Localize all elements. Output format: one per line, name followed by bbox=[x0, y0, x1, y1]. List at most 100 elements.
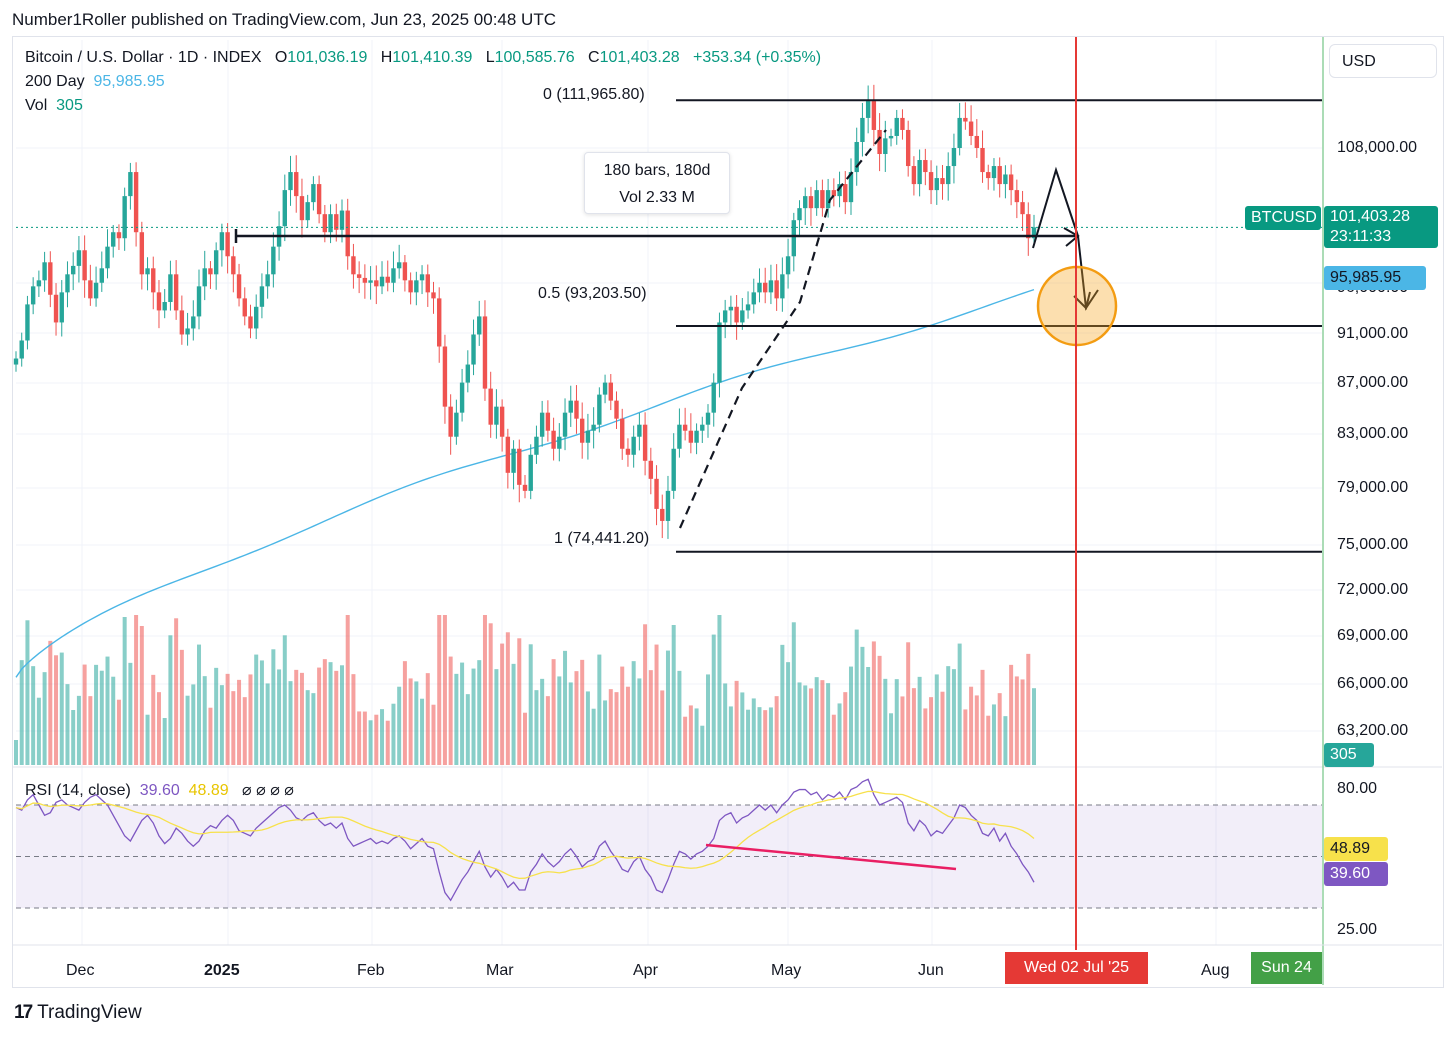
volume-bar bbox=[986, 715, 991, 765]
volume-bar bbox=[706, 674, 711, 765]
low-label: L bbox=[485, 49, 495, 66]
volume-bar bbox=[299, 672, 304, 765]
ma-value: 95,985.95 bbox=[93, 73, 165, 90]
volume-bar bbox=[545, 696, 550, 765]
tradingview-brand[interactable]: 17 TradingView bbox=[14, 1002, 142, 1024]
volume-bar bbox=[237, 679, 242, 765]
symbol-tag[interactable]: BTCUSD bbox=[1245, 206, 1321, 230]
volume-bar bbox=[254, 654, 259, 765]
candle-body bbox=[894, 117, 899, 136]
change-value: +353.34 (+0.35%) bbox=[693, 49, 822, 66]
candle-body bbox=[757, 282, 762, 293]
volume-bar bbox=[42, 672, 47, 765]
candle-body bbox=[642, 424, 648, 461]
vol-legend[interactable]: Vol 305 bbox=[25, 97, 83, 115]
candle-body bbox=[825, 190, 831, 209]
volume-bar bbox=[505, 632, 510, 765]
volume-bar bbox=[185, 695, 190, 765]
volume-bar bbox=[174, 618, 179, 765]
volume-bar bbox=[94, 664, 99, 765]
candle-body bbox=[105, 246, 110, 269]
candle-body bbox=[248, 316, 253, 329]
volume-bar bbox=[774, 696, 779, 765]
rsi-legend[interactable]: RSI (14, close) 39.60 48.89 ⌀ ⌀ ⌀ ⌀ bbox=[25, 780, 294, 800]
candle-body bbox=[305, 202, 310, 221]
date-marker-tag: Wed 02 Jul '25 bbox=[1005, 952, 1148, 984]
volume-bar bbox=[197, 644, 202, 765]
candle-body bbox=[1008, 174, 1014, 191]
volume-bar bbox=[734, 680, 739, 765]
candle-body bbox=[614, 400, 619, 419]
candle-body bbox=[488, 388, 493, 425]
candle-body bbox=[442, 346, 448, 407]
volume-bar bbox=[585, 691, 590, 765]
volume-bar bbox=[643, 624, 648, 765]
candle-body bbox=[625, 448, 631, 455]
candle-body bbox=[437, 298, 442, 347]
price-tick: 87,000.00 bbox=[1337, 374, 1409, 391]
candle-body bbox=[36, 280, 42, 287]
rsi-tick: 80.00 bbox=[1337, 780, 1378, 797]
volume-bar bbox=[946, 666, 951, 765]
candle-body bbox=[928, 172, 934, 191]
last-price-value: 101,403.28 bbox=[1330, 208, 1411, 225]
volume-bar bbox=[420, 698, 425, 765]
candle-body bbox=[494, 406, 499, 425]
candle-body bbox=[780, 274, 785, 299]
volume-bar bbox=[694, 708, 699, 765]
candle-body bbox=[671, 448, 676, 491]
candle-body bbox=[917, 160, 922, 185]
volume-bar bbox=[305, 690, 310, 765]
volume-bar bbox=[917, 676, 922, 765]
open-value: 101,036.19 bbox=[287, 49, 368, 66]
candle-body bbox=[379, 276, 385, 287]
volume-bar bbox=[54, 655, 59, 765]
volume-bar bbox=[511, 663, 516, 765]
candle-body bbox=[185, 328, 190, 335]
candle-body bbox=[133, 172, 139, 233]
volume-bar bbox=[374, 714, 379, 765]
volume-bar bbox=[59, 652, 64, 765]
volume-bar bbox=[940, 691, 945, 765]
candle-body bbox=[162, 301, 167, 311]
volume-bar bbox=[14, 740, 18, 765]
volume-bar bbox=[997, 693, 1002, 765]
volume-bar bbox=[334, 670, 339, 765]
volume-bar bbox=[380, 709, 385, 765]
candle-body bbox=[991, 166, 997, 179]
candle-body bbox=[259, 286, 265, 307]
volume-bar bbox=[803, 685, 808, 765]
candle-body bbox=[339, 210, 345, 230]
candle-body bbox=[202, 268, 207, 287]
ma-legend[interactable]: 200 Day 95,985.95 bbox=[25, 73, 165, 91]
currency-button[interactable]: USD bbox=[1329, 44, 1437, 78]
volume-bar bbox=[151, 674, 156, 765]
rsi-label: RSI (14, close) bbox=[25, 782, 131, 799]
candle-body bbox=[1020, 202, 1025, 215]
arrow-head bbox=[1063, 227, 1080, 247]
candle-body bbox=[454, 412, 459, 437]
candle-body bbox=[414, 280, 419, 293]
volume-bar bbox=[225, 673, 230, 765]
candle-body bbox=[688, 430, 694, 443]
volume-bar bbox=[597, 654, 602, 765]
volume-bar bbox=[751, 698, 756, 765]
candle-body bbox=[820, 190, 825, 209]
volume-bar bbox=[402, 661, 407, 765]
price-tick: 79,000.00 bbox=[1337, 479, 1409, 496]
volume-bar bbox=[1003, 716, 1008, 765]
candle-body bbox=[831, 190, 837, 197]
candle-body bbox=[459, 382, 465, 413]
candle-body bbox=[751, 292, 756, 305]
volume-bar bbox=[162, 718, 167, 765]
candle-body bbox=[471, 334, 476, 365]
volume-bar bbox=[740, 692, 745, 765]
symbol-title[interactable]: Bitcoin / U.S. Dollar · 1D · INDEX bbox=[25, 49, 262, 66]
volume-bar bbox=[534, 690, 539, 765]
volume-bar bbox=[814, 677, 819, 765]
volume-bar bbox=[763, 710, 768, 765]
volume-bar bbox=[786, 662, 791, 765]
volume-bar bbox=[894, 679, 899, 765]
volume-bar bbox=[963, 709, 968, 765]
